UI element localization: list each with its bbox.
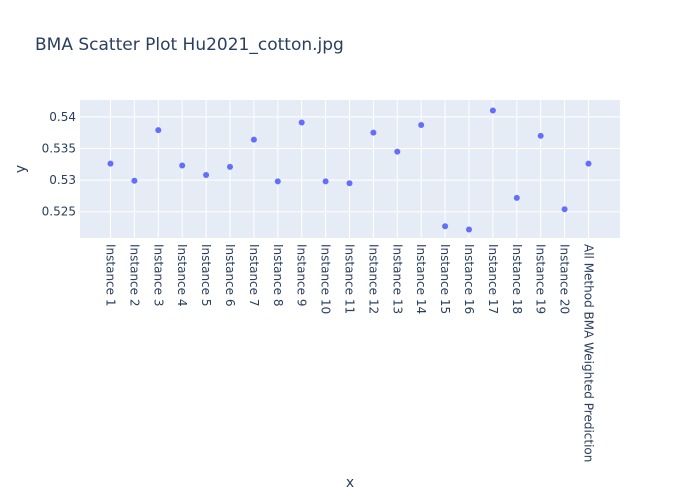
data-point[interactable] [131, 177, 138, 184]
data-point[interactable] [513, 194, 520, 201]
data-point[interactable] [298, 119, 305, 126]
x-axis-label: x [346, 475, 354, 491]
data-point[interactable] [418, 122, 425, 129]
data-point[interactable] [561, 206, 568, 213]
x-tick-label: Instance 9 [295, 244, 309, 307]
x-tick-label: Instance 19 [534, 244, 548, 314]
data-point[interactable] [537, 132, 544, 139]
x-tick-label: Instance 4 [175, 244, 189, 307]
x-tick-label: Instance 5 [199, 244, 213, 307]
x-tick-label: Instance 1 [104, 244, 118, 307]
x-tick-label: Instance 7 [247, 244, 261, 307]
x-tick-label: All Method BMA Weighted Prediction [582, 244, 596, 462]
data-point[interactable] [346, 180, 353, 187]
data-points [107, 107, 592, 233]
data-point[interactable] [274, 178, 281, 185]
y-tick-label: 0.54 [49, 110, 76, 124]
data-point[interactable] [203, 172, 210, 179]
y-axis-label: y [13, 165, 29, 173]
y-tick-label: 0.535 [42, 141, 76, 155]
data-point[interactable] [585, 160, 592, 167]
x-tick-label: Instance 12 [366, 244, 380, 314]
x-axis-ticks: Instance 1 Instance 2 Instance 3 Instance 4… [104, 244, 596, 462]
data-point[interactable] [322, 178, 329, 185]
y-tick-label: 0.525 [42, 205, 76, 219]
x-tick-label: Instance 6 [223, 244, 237, 307]
y-axis-ticks: 0.525 0.53 0.535 0.54 [42, 110, 76, 219]
x-tick-label: Instance 15 [438, 244, 452, 314]
data-point[interactable] [227, 163, 233, 170]
x-tick-label: Instance 10 [319, 244, 333, 314]
x-tick-label: Instance 20 [558, 244, 572, 314]
data-point[interactable] [394, 148, 401, 155]
x-tick-label: Instance 13 [390, 244, 404, 314]
data-point[interactable] [250, 136, 257, 143]
x-tick-label: Instance 3 [151, 244, 165, 307]
data-point[interactable] [370, 129, 377, 136]
chart-title: BMA Scatter Plot Hu2021_cotton.jpg [35, 35, 344, 55]
data-point[interactable] [179, 162, 186, 169]
x-tick-label: Instance 8 [271, 244, 285, 307]
x-tick-label: Instance 11 [343, 244, 357, 314]
x-tick-label: Instance 2 [127, 244, 141, 307]
data-point[interactable] [466, 226, 472, 233]
data-point[interactable] [489, 107, 496, 114]
data-point[interactable] [155, 127, 162, 134]
y-tick-label: 0.53 [49, 173, 76, 187]
data-point[interactable] [107, 160, 114, 167]
x-tick-label: Instance 17 [486, 244, 500, 314]
data-point[interactable] [442, 223, 449, 230]
x-tick-label: Instance 18 [510, 244, 524, 314]
x-tick-label: Instance 14 [414, 244, 428, 314]
x-tick-label: Instance 16 [462, 244, 476, 314]
